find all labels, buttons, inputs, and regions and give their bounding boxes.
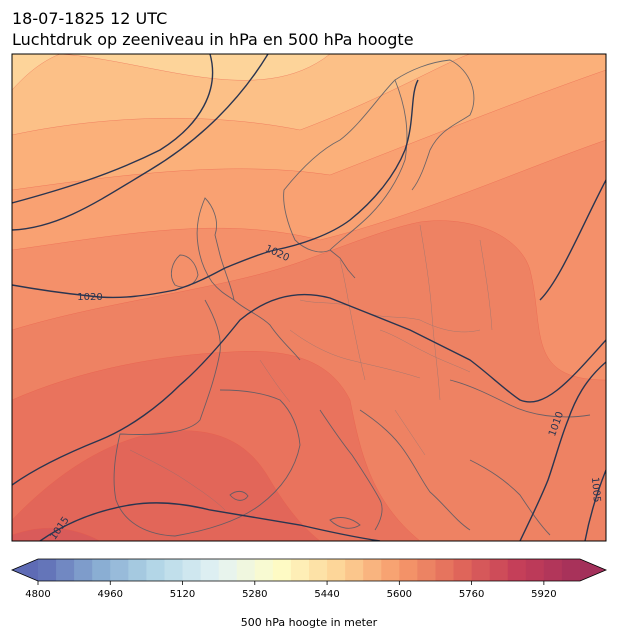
isobar-line — [539, 179, 606, 301]
colorbar-cells — [38, 559, 581, 581]
isobar-line — [12, 79, 419, 299]
colorbar-label: 500 hPa hoogte in meter — [241, 616, 378, 629]
colorbar-extend-low — [12, 559, 38, 581]
colorbar-cell — [381, 559, 400, 581]
colorbar-cell — [200, 559, 220, 581]
colorbar-tick-label: 5280 — [242, 589, 267, 600]
colorbar-cell — [290, 559, 310, 581]
colorbar-cell — [309, 559, 328, 581]
colorbar-cell — [254, 559, 274, 581]
colorbar-cell — [399, 559, 418, 581]
height-band — [12, 430, 321, 541]
map-subtitle: Luchtdruk op zeeniveau in hPa en 500 hPa… — [12, 30, 414, 49]
colorbar-cell — [218, 559, 238, 581]
isobar-line — [584, 469, 606, 541]
colorbar-cell — [128, 559, 147, 581]
colorbar-cell — [435, 559, 455, 581]
colorbar-tick-label: 4960 — [98, 589, 123, 600]
isobar-label: 1005 — [589, 477, 602, 503]
colorbar-cell — [543, 559, 563, 581]
colorbar-cell — [92, 559, 111, 581]
colorbar-cell — [471, 559, 491, 581]
colorbar-cell — [327, 559, 346, 581]
colorbar-tick-label: 5440 — [314, 589, 339, 600]
colorbar-tick-label: 5760 — [459, 589, 484, 600]
colorbar-cell — [56, 559, 75, 581]
colorbar-cell — [561, 559, 581, 581]
colorbar-cell — [417, 559, 437, 581]
colorbar-cell — [507, 559, 527, 581]
colorbar-cell — [110, 559, 129, 581]
colorbar-cell — [525, 559, 545, 581]
colorbar-cell — [272, 559, 292, 581]
colorbar-cell — [146, 559, 166, 581]
colorbar-tick-label: 4800 — [25, 589, 50, 600]
colorbar-tick-label: 5920 — [531, 589, 556, 600]
isobar-line — [39, 502, 381, 541]
isobar-line — [519, 361, 606, 541]
colorbar-cell — [236, 559, 256, 581]
colorbar-cell — [182, 559, 202, 581]
colorbar-extend-high — [580, 559, 606, 581]
country-borders — [129, 224, 493, 511]
colorbar-cell — [345, 559, 364, 581]
map-area — [12, 54, 606, 541]
height-band — [12, 527, 101, 541]
colorbar-cell — [164, 559, 184, 581]
colorbar-cell — [489, 559, 509, 581]
colorbar-tick-label: 5600 — [387, 589, 412, 600]
map-datetime: 18-07-1825 12 UTC — [12, 9, 168, 28]
isobar-line — [12, 54, 214, 204]
isobar-line — [12, 54, 269, 231]
map-frame — [11, 53, 607, 542]
colorbar-tick-label: 5120 — [170, 589, 195, 600]
colorbar-cell — [38, 559, 57, 581]
colorbar-ticks: 4800 4960 5120 5280 5440 5600 5760 5920 — [25, 581, 557, 600]
colorbar-cell — [363, 559, 382, 581]
colorbar-cell — [453, 559, 473, 581]
colorbar-cell — [74, 559, 93, 581]
isobar-label: 1020 — [77, 292, 102, 303]
isobar-line — [12, 293, 606, 486]
isobars — [12, 54, 606, 541]
